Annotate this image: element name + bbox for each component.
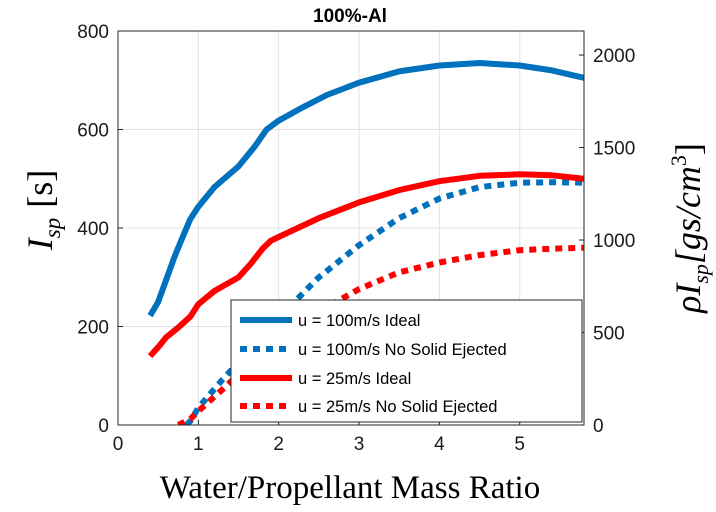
y-right-close: ] [668,143,708,155]
series-lines [147,60,584,425]
y-right-sub: sp [688,264,713,284]
y-right-tick-label: 1000 [593,231,635,252]
y-right-pre: ρI [668,282,708,314]
y-axis-label-right: ρIsp[gs/cm3] [666,143,713,314]
chart-title: 100%-Al [313,6,387,27]
y-right-tick-label: 500 [593,324,625,345]
x-axis-label: Water/Propellant Mass Ratio [160,470,540,506]
x-tick-label: 1 [193,434,204,455]
y-left-unit: [s] [20,170,60,208]
legend-label: u = 100m/s No Solid Ejected [298,341,507,359]
y-left-tick-label: 400 [77,219,109,240]
x-tick-label: 5 [514,434,525,455]
series-line-2 [184,179,584,425]
y-right-tick-label: 2000 [593,46,635,67]
y-left-tick-label: 0 [98,416,109,437]
x-tick-label: 2 [273,434,284,455]
y-right-tick-label: 1500 [593,139,635,160]
series-line-3 [147,171,584,359]
y-left-tick-label: 800 [77,22,109,43]
y-left-tick-label: 200 [77,318,109,339]
series-line-4 [176,244,584,425]
y-right-unit: [gs/cm [668,166,708,264]
series-line-1 [147,60,584,318]
svg-text:Isp[s]: Isp [s] [20,170,65,251]
x-tick-label: 4 [434,434,445,455]
y-left-sub: sp [40,218,65,238]
x-tick-label: 0 [113,434,124,455]
legend-label: u = 25m/s No Solid Ejected [298,398,497,416]
legend-label: u = 100m/s Ideal [298,312,420,330]
ticks: 0 1 2 3 4 5 0 200 400 600 800 0 500 1000 1500 2000 [77,22,635,455]
svg-text:ρIsp[gs/cm3]: ρIsp[gs/cm3] [666,143,713,314]
legend-label: u = 25m/s Ideal [298,370,411,388]
legend: u = 100m/s Ideal u = 100m/s No Solid Ejec… [230,299,583,423]
y-right-sup: 3 [666,155,691,166]
y-axis-label-left: Isp [s] [20,170,65,251]
x-tick-label: 3 [354,434,365,455]
y-left-tick-label: 600 [77,121,109,142]
y-right-tick-label: 0 [593,416,604,437]
y-left-main: I [20,236,60,251]
